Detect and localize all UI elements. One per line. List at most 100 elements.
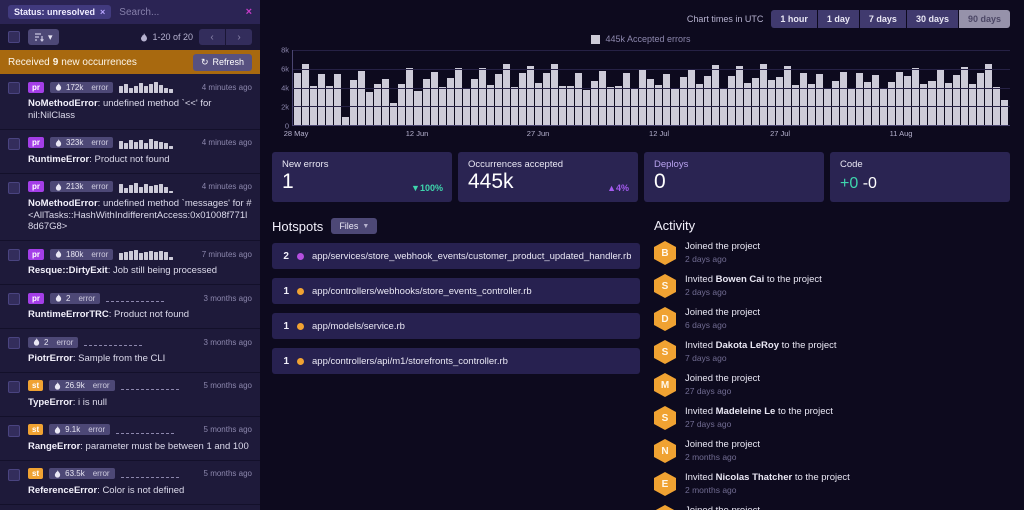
hotspot-file-path: app/models/service.rb	[312, 320, 405, 332]
issues-sidebar: Status: unresolved × Search... × ▾ 1-20 …	[0, 0, 260, 510]
issue-message: RuntimeErrorTRC: Product not found	[28, 309, 190, 321]
sort-button[interactable]: ▾	[28, 29, 59, 45]
issue-content: st 26.9k error 5 months ago TypeError: i is …	[28, 379, 252, 409]
time-range-90-days[interactable]: 90 days	[958, 10, 1010, 28]
issue-checkbox[interactable]	[8, 337, 20, 349]
issue-checkbox[interactable]	[8, 424, 20, 437]
status-filter-chip[interactable]: Status: unresolved ×	[8, 5, 112, 19]
issue-checkbox[interactable]	[8, 181, 20, 194]
avatar: B	[654, 241, 676, 265]
issue-checkbox[interactable]	[8, 293, 20, 306]
error-class-name: TypeError	[28, 396, 73, 408]
prev-page-button[interactable]: ‹	[199, 29, 225, 45]
occurrence-count: 63.5k	[65, 469, 85, 479]
gridline	[293, 87, 1010, 89]
chart-bar	[623, 72, 631, 125]
activity-item[interactable]: S Invited Dakota LeRoy to the project 7 da…	[654, 340, 1010, 364]
y-tick-label: 0	[284, 121, 289, 131]
hotspot-row[interactable]: 1 app/controllers/webhooks/store_events_c…	[272, 278, 640, 304]
issue-row[interactable]: pr 213k error 4 minutes ago NoMethodError: u…	[0, 173, 260, 242]
search-input[interactable]: Search...	[119, 6, 160, 18]
issue-checkbox[interactable]	[8, 137, 20, 150]
sparkline-bar	[129, 184, 134, 193]
sparkline-bar	[159, 141, 164, 149]
chip-close-icon[interactable]: ×	[100, 7, 106, 17]
issue-row[interactable]: pr 180k error 7 minutes ago Resque::DirtyExi…	[0, 241, 260, 286]
activity-item[interactable]: N Joined the project 2 months ago	[654, 439, 1010, 463]
issue-checkbox[interactable]	[8, 82, 20, 94]
time-range-30-days[interactable]: 30 days	[906, 10, 958, 28]
x-tick-label: 11 Aug	[889, 129, 913, 138]
stat-delta: ▼100%	[411, 183, 443, 193]
issue-checkbox[interactable]	[8, 468, 20, 481]
activity-section: Activity B Joined the project 2 days ago S I…	[654, 218, 1010, 510]
issue-sparkline-flat	[116, 426, 175, 434]
issue-row[interactable]: st 26.9k error 5 months ago TypeError: i is …	[0, 372, 260, 417]
avatar: N	[654, 439, 676, 463]
avatar: E	[654, 472, 676, 496]
sparkline-bar	[139, 253, 144, 261]
x-tick-label: 12 Jun	[405, 129, 429, 138]
issue-checkbox[interactable]	[8, 380, 20, 393]
next-page-button[interactable]: ›	[226, 29, 252, 45]
activity-item[interactable]: D Joined the project 6 days ago	[654, 307, 1010, 331]
stat-card-occurrences[interactable]: Occurrences accepted 445k ▲4%	[458, 152, 638, 202]
issue-row[interactable]: pr 323k error 4 minutes ago RuntimeError: Pr…	[0, 129, 260, 174]
issue-message: RuntimeError: Product not found	[28, 153, 170, 165]
sparkline-bar	[124, 252, 129, 261]
stat-card-deploys[interactable]: Deploys 0	[644, 152, 824, 202]
time-range-group: 1 hour 1 day 7 days 30 days 90 days	[771, 10, 1010, 28]
sparkline-bar	[149, 84, 154, 93]
hotspot-row[interactable]: 2 app/services/store_webhook_events/custo…	[272, 243, 640, 269]
pagination-label: 1-20 of 20	[140, 32, 193, 42]
issue-row[interactable]: pr 2 error 3 months ago RuntimeErrorTRC: Pro…	[0, 285, 260, 329]
error-class-name: NoMethodError	[28, 197, 98, 209]
chart-plot	[292, 50, 1010, 126]
activity-item[interactable]: S Invited Madeleine Le to the project 27 d…	[654, 406, 1010, 430]
issue-content: 2 error 3 months ago PiotrError: Sample fro…	[28, 335, 252, 365]
refresh-button[interactable]: ↻ Refresh	[192, 53, 252, 71]
issue-row[interactable]: pr 172k error 4 minutes ago NoMethodError: u…	[0, 74, 260, 130]
issue-sparkline	[119, 137, 177, 149]
time-range-7-days[interactable]: 7 days	[859, 10, 906, 28]
filter-close-icon[interactable]: ×	[245, 6, 252, 18]
stat-card-new-errors[interactable]: New errors 1 ▼100%	[272, 152, 452, 202]
stat-card-code[interactable]: Code +0 -0	[830, 152, 1010, 202]
y-tick-label: 4k	[281, 83, 289, 93]
select-all-checkbox[interactable]	[8, 31, 20, 43]
time-range-1-hour[interactable]: 1 hour	[771, 10, 817, 28]
issue-sparkline-flat	[84, 338, 143, 346]
occurrence-count-pill: 172k error	[50, 81, 114, 93]
hotspot-row[interactable]: 1 app/models/service.rb	[272, 313, 640, 339]
chart-bar	[816, 74, 824, 125]
sparkline-bar	[134, 86, 139, 93]
activity-item[interactable]: M Joined the project 27 days ago	[654, 373, 1010, 397]
occurrence-count: 213k	[66, 182, 84, 192]
activity-item[interactable]: E Invited Nicolas Thatcher to the project…	[654, 472, 1010, 496]
sparkline-bar	[159, 85, 164, 93]
chart-bar	[984, 64, 992, 125]
y-tick-label: 8k	[281, 45, 289, 55]
activity-item[interactable]: S Invited Bowen Cai to the project 2 days …	[654, 274, 1010, 298]
activity-text: Joined the project	[685, 439, 760, 450]
activity-item[interactable]: B Joined the project 2 days ago	[654, 241, 1010, 265]
chart-bar	[294, 73, 302, 125]
issue-row[interactable]: st 9.1k error 5 months ago RangeError: param…	[0, 416, 260, 461]
chart-bar	[976, 72, 984, 125]
error-tag: error	[91, 182, 109, 192]
stat-value: 1	[282, 170, 294, 193]
hotspots-filter-button[interactable]: Files ▼	[331, 218, 378, 234]
chart-bar	[952, 75, 960, 125]
time-range-1-day[interactable]: 1 day	[817, 10, 859, 28]
issue-row[interactable]: st 63.5k error 5 months ago ReferenceError: …	[0, 460, 260, 505]
chart-bar	[310, 85, 318, 125]
hotspot-row[interactable]: 1 app/controllers/api/m1/storefronts_cont…	[272, 348, 640, 374]
issues-list: pr 172k error 4 minutes ago NoMethodError: u…	[0, 74, 260, 510]
issue-checkbox[interactable]	[8, 249, 20, 262]
issue-row[interactable]: 2 error 3 months ago PiotrError: Sample fro…	[0, 329, 260, 373]
chart-bar	[398, 83, 406, 125]
